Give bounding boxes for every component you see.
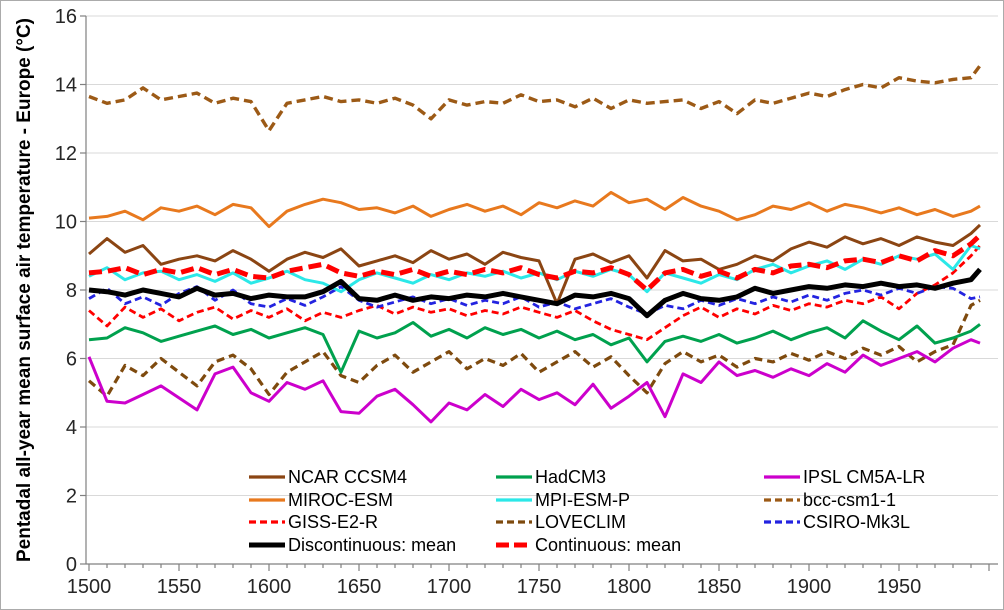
- x-tick-label: 1800: [607, 576, 652, 598]
- x-tick-label: 1600: [247, 576, 292, 598]
- series-line-miroc: [88, 190, 981, 229]
- series-line-disc_mean: [88, 267, 982, 319]
- y-tick-label: 10: [55, 212, 77, 234]
- series-line-ncar: [88, 223, 982, 306]
- x-tick-label: 1750: [517, 576, 562, 598]
- x-tick-label: 1500: [67, 576, 112, 598]
- series-line-csiro: [88, 285, 981, 316]
- x-tick-label: 1850: [697, 576, 742, 598]
- series-line-bcc: [88, 64, 982, 133]
- y-tick-label: 16: [55, 6, 77, 28]
- y-tick-label: 6: [66, 349, 77, 371]
- x-tick-label: 1950: [877, 576, 922, 598]
- series-line-giss: [88, 244, 982, 342]
- x-tick-label: 1550: [157, 576, 202, 598]
- series-line-cont_mean: [88, 233, 982, 293]
- x-tick-label: 1900: [787, 576, 832, 598]
- series-line-hadcm3: [88, 319, 981, 374]
- y-tick-label: 0: [66, 554, 77, 576]
- y-tick-label: 2: [66, 486, 77, 508]
- y-tick-label: 8: [66, 280, 77, 302]
- y-tick-label: 4: [66, 417, 77, 439]
- x-tick-label: 1650: [337, 576, 382, 598]
- y-tick-label: 14: [55, 75, 77, 97]
- x-tick-label: 1700: [427, 576, 472, 598]
- series-line-ipsl: [87, 338, 981, 424]
- series-line-loveclim: [87, 298, 981, 398]
- y-tick-label: 12: [55, 143, 77, 165]
